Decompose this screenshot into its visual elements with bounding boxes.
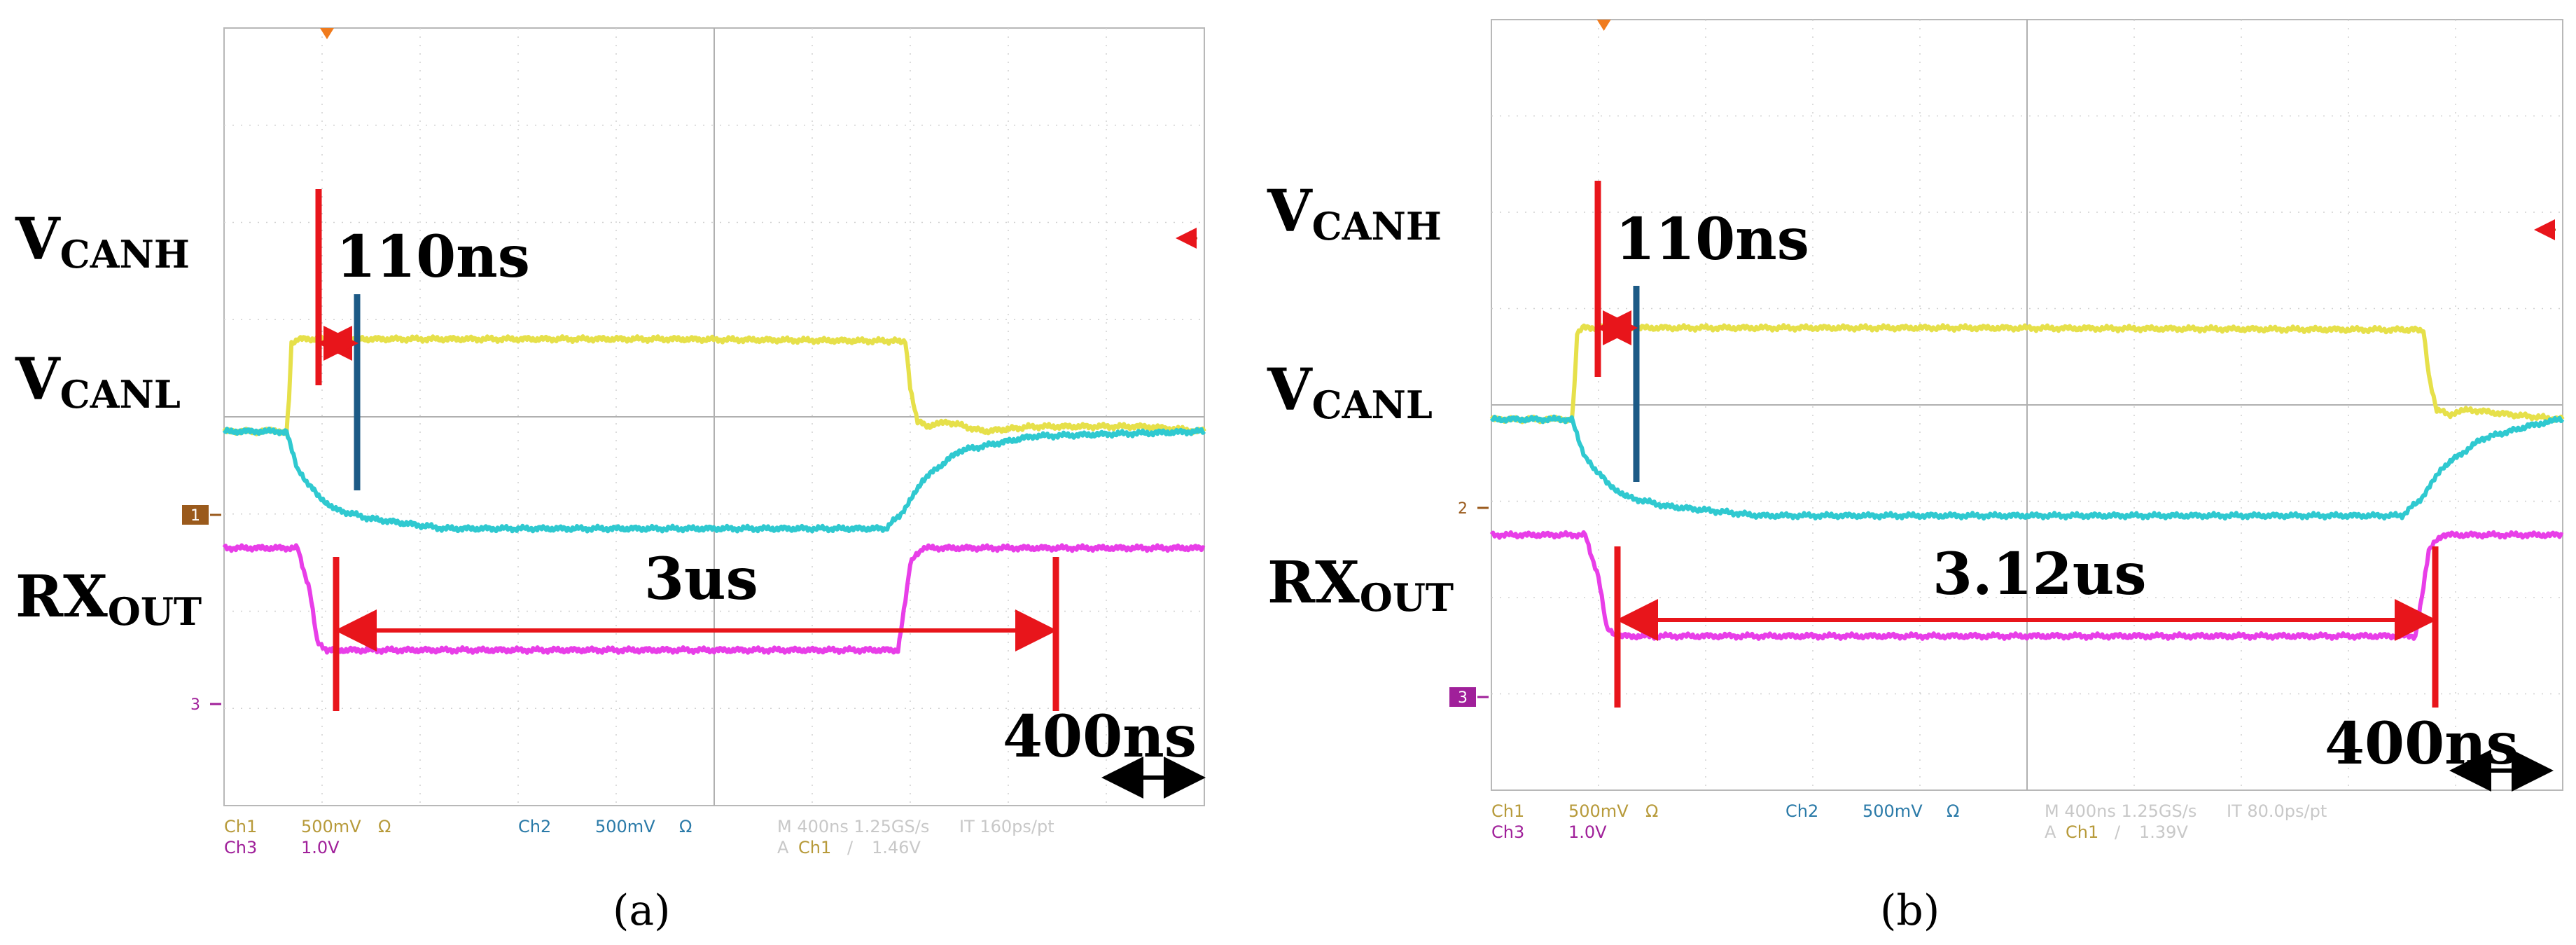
pulse-width-annotation: 3.12us [1933,541,2147,608]
timebase-label: 400ns [1003,703,1197,771]
pulse-width-annotation: 3us [644,546,758,613]
signal-label-canl: VCANL [1267,357,1433,427]
channel-marker-1: 1 [182,505,221,525]
channel-marker-label: 1 [190,507,200,525]
signal-label-sub: CANH [1312,204,1442,249]
signal-label-main: V [15,346,61,413]
trigger-marker [1596,20,1611,31]
readout-row1-item: Ch2 [1785,801,1818,821]
grid [224,28,1204,806]
signal-label-canh: VCANH [15,206,190,277]
readout-row1-item: 500mV [1568,801,1629,821]
channel-marker-box [182,505,209,525]
grid [1491,20,2563,790]
channel-marker-label: 3 [1458,689,1468,707]
channel-marker-3: 3 [182,694,221,714]
signal-label-main: V [1267,357,1313,424]
channel-marker-3: 3 [1449,687,1489,707]
readout-row2-item: 1.0V [1568,822,1607,842]
signal-label-out: RXOUT [1267,549,1454,620]
readout-row2-item: A [2045,822,2056,842]
signal-label-main: V [15,206,61,273]
readout-row1-item: IT 80.0ps/pt [2227,801,2327,821]
readout-row1-item: M 400ns 1.25GS/s [777,817,929,836]
readout-row2-item: A [777,838,789,857]
readout-row2-item: 1.0V [301,838,340,857]
readout-row2-item: 1.46V [872,838,921,857]
signal-label-sub: CANL [1312,382,1433,427]
readout-row2-item: Ch3 [1491,822,1524,842]
readout-row1-item: Ω [1645,801,1658,821]
signal-label-sub: CANL [60,372,181,417]
readout-row1-item: Ch1 [224,817,257,836]
timebase-label: 400ns [2325,710,2519,778]
delay-annotation: 110ns [336,223,530,291]
readout-row2-item: / [847,838,854,857]
delay-annotation: 110ns [1615,206,1809,273]
channel-marker-box [1449,498,1476,518]
readout-row1-item: M 400ns 1.25GS/s [2045,801,2196,821]
signal-label-main: RX [15,563,108,630]
readout-row1-item: Ω [1947,801,1959,821]
channel-marker-box [182,694,209,714]
readout-row1-item: Ω [679,817,692,836]
channel-marker-label: 2 [1458,500,1468,518]
readout-row1-item: 500mV [301,817,361,836]
signal-label-main: V [1267,178,1313,245]
readout-row1-item: Ch2 [518,817,551,836]
waveform-series-1 [1489,323,2565,425]
waveform-series-2 [1489,414,2565,521]
signal-label-sub: OUT [108,589,202,634]
readout-row1-item: Ch1 [1491,801,1524,821]
waveform-series-1 [222,334,1206,436]
signal-label-out: RXOUT [15,563,202,634]
subfigure-label: (b) [1880,886,1940,935]
channel-marker-1: 2 [1449,498,1489,518]
readout-row2-item: Ch1 [798,838,831,857]
channel-marker-box [1449,687,1476,707]
signal-label-canl: VCANL [15,346,181,417]
readout-row2-item: 1.39V [2139,822,2188,842]
signal-label-main: RX [1267,549,1360,616]
signal-label-canh: VCANH [1267,178,1442,249]
readout-row1-item: Ω [378,817,391,836]
readout-row1-item: 500mV [1863,801,1923,821]
signal-label-sub: OUT [1360,575,1454,620]
readout-row1-item: IT 160ps/pt [959,817,1054,836]
trigger-marker [320,28,334,39]
subfigure-label: (a) [613,886,671,935]
readout-row2-item: Ch3 [224,838,257,857]
signal-label-sub: CANH [60,232,190,277]
readout-row2-item: / [2115,822,2121,842]
readout-row1-item: 500mV [595,817,655,836]
readout-row2-item: Ch1 [2066,822,2098,842]
waveform-series-2 [222,427,1206,534]
channel-marker-label: 3 [190,696,200,714]
